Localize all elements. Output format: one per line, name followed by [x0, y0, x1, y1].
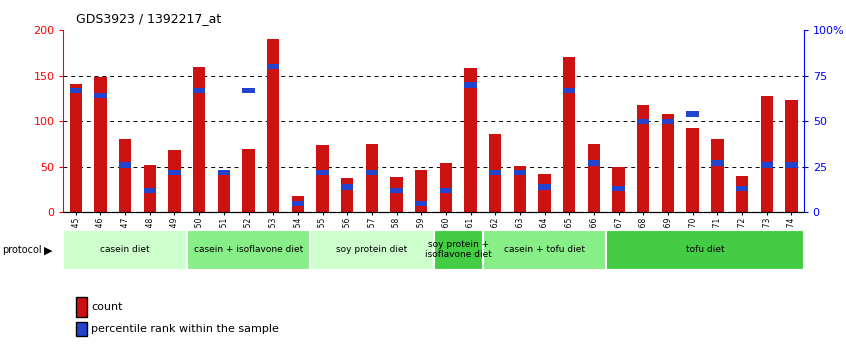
Bar — [365, 144, 378, 212]
FancyBboxPatch shape — [433, 230, 483, 269]
Bar — [588, 144, 600, 212]
FancyBboxPatch shape — [607, 230, 804, 269]
Bar — [341, 184, 354, 190]
Text: tofu diet: tofu diet — [686, 245, 724, 254]
Bar — [538, 184, 551, 190]
Bar — [489, 170, 502, 175]
Bar — [563, 87, 575, 93]
FancyBboxPatch shape — [310, 230, 433, 269]
Text: count: count — [91, 302, 123, 312]
Text: soy protein +
isoflavone diet: soy protein + isoflavone diet — [425, 240, 492, 259]
Bar — [390, 177, 403, 212]
Bar — [464, 82, 477, 87]
Bar — [785, 100, 798, 212]
Bar — [267, 39, 279, 212]
Bar — [785, 162, 798, 168]
Bar — [637, 105, 650, 212]
Bar — [514, 166, 526, 212]
Bar — [489, 134, 502, 212]
Bar — [440, 188, 452, 193]
Text: casein + tofu diet: casein + tofu diet — [504, 245, 585, 254]
Bar — [686, 111, 699, 117]
Text: protocol: protocol — [2, 245, 41, 255]
Bar — [464, 68, 477, 212]
FancyBboxPatch shape — [483, 230, 607, 269]
Bar — [415, 201, 427, 206]
Bar — [144, 165, 156, 212]
Text: casein diet: casein diet — [101, 245, 150, 254]
Bar — [292, 196, 304, 212]
Bar — [761, 162, 773, 168]
Bar — [69, 84, 82, 212]
Bar — [686, 128, 699, 212]
Bar — [119, 138, 131, 212]
Bar — [613, 186, 625, 192]
Bar — [761, 96, 773, 212]
Bar — [514, 170, 526, 175]
Bar — [736, 186, 748, 192]
Bar — [662, 114, 674, 212]
Bar — [588, 160, 600, 166]
Bar — [613, 167, 625, 212]
Bar — [168, 149, 181, 212]
Bar — [563, 57, 575, 212]
Bar — [341, 178, 354, 212]
Bar — [292, 201, 304, 206]
Bar — [193, 87, 206, 93]
Bar — [217, 175, 230, 212]
Bar — [440, 163, 452, 212]
Text: percentile rank within the sample: percentile rank within the sample — [91, 324, 279, 334]
Bar — [390, 188, 403, 193]
Bar — [316, 170, 329, 175]
Bar — [415, 171, 427, 212]
Bar — [736, 176, 748, 212]
Bar — [193, 67, 206, 212]
FancyBboxPatch shape — [63, 230, 187, 269]
Text: ▶: ▶ — [44, 245, 52, 255]
Bar — [711, 139, 723, 212]
Bar — [637, 119, 650, 124]
FancyBboxPatch shape — [187, 230, 310, 269]
Bar — [144, 188, 156, 193]
Bar — [217, 170, 230, 175]
Bar — [168, 170, 181, 175]
Bar — [69, 87, 82, 93]
Bar — [242, 87, 255, 93]
Text: casein + isoflavone diet: casein + isoflavone diet — [194, 245, 303, 254]
Bar — [119, 162, 131, 168]
Bar — [365, 170, 378, 175]
Bar — [662, 119, 674, 124]
Bar — [242, 149, 255, 212]
Bar — [316, 145, 329, 212]
Bar — [94, 78, 107, 212]
Text: soy protein diet: soy protein diet — [336, 245, 408, 254]
Bar — [538, 174, 551, 212]
Bar — [94, 93, 107, 98]
Bar — [711, 160, 723, 166]
Bar — [267, 64, 279, 69]
Text: GDS3923 / 1392217_at: GDS3923 / 1392217_at — [76, 12, 222, 25]
